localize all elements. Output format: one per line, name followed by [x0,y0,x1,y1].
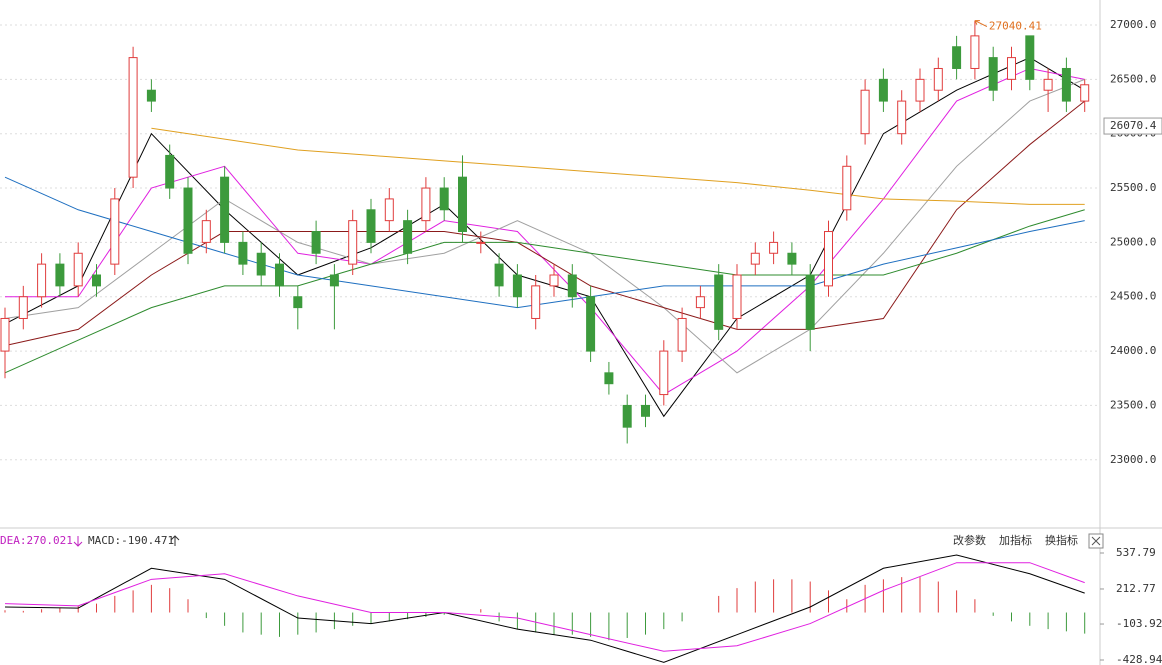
candle-body [897,100,907,135]
candle-body [183,187,193,254]
candle-body [512,274,522,298]
candle-body [586,296,596,352]
candle-body [878,78,888,102]
y-tick-label: 25500.0 [1110,181,1156,194]
candle-body [787,252,797,265]
candle-body [1025,35,1035,80]
button[interactable]: 加指标 [999,533,1032,547]
candle-body [366,209,376,243]
candle-body [732,274,742,319]
candle-body [146,89,156,102]
candle-body [604,372,614,385]
candle-body [622,404,632,428]
last-price-label: 26070.4 [1110,119,1157,132]
candle-body [1007,57,1016,80]
y-tick-label: 24500.0 [1110,290,1156,303]
candle-body [55,263,65,287]
y-tick-label: 23000.0 [1110,453,1156,466]
ma-line [4,78,1085,374]
button[interactable]: 换指标 [1045,533,1078,547]
candle-body [348,220,358,265]
candle-body [110,198,120,265]
candle-body [220,176,230,243]
candle-body [1080,84,1090,102]
down-arrow-icon [73,536,83,547]
candle-body [37,263,47,298]
candle-body [531,285,541,319]
candle-body [73,252,83,287]
y-tick-label: 25000.0 [1110,235,1156,248]
candle-body [128,57,138,178]
candle-body [842,165,852,211]
candle-body [805,274,815,330]
candle-body [933,67,943,91]
candle-body [1043,78,1053,91]
dea-label: DEA:270.021 [0,534,73,547]
candle-body [970,35,980,69]
ma-line [4,57,1085,418]
button[interactable]: 改参数 [953,533,986,547]
dea-line [4,562,1085,652]
candle-body [641,404,650,417]
y-tick-label: 537.79 [1116,546,1156,559]
ma-line [4,209,1085,374]
y-tick-label: 27000.0 [1110,18,1156,31]
candle-body [92,274,101,287]
candle-body [0,317,10,352]
up-arrow-icon [170,535,180,546]
candle-body [860,89,870,135]
candle-body [494,263,504,287]
candle-body [659,350,669,396]
candle-body [549,274,559,287]
ma-line [5,67,1085,396]
candle-body [988,57,998,91]
candle-body [824,231,833,287]
ma-line [4,100,1086,347]
candle-body [476,241,486,244]
candle-body [952,46,962,69]
macd-label: MACD:-190.471 [88,534,174,547]
candle-body [329,274,339,287]
max-label: 27040.41 [989,20,1042,33]
candle-body [769,241,779,254]
y-tick-label: 24000.0 [1110,344,1156,357]
candle-body [458,176,467,233]
close-button[interactable] [1088,533,1104,549]
y-tick-label: -428.94 [1116,653,1162,665]
candle-body [238,241,248,265]
candle-body [695,296,705,309]
candle-body [256,252,266,276]
candle-body [201,220,211,243]
candle-body [677,317,687,352]
candle-body [1061,67,1071,102]
candle-body [18,296,28,319]
y-tick-label: -103.92 [1116,617,1162,630]
candle-body [421,187,431,222]
last-price-box [1103,117,1162,135]
candle-body [915,78,925,102]
candle-body [293,296,303,309]
y-tick-label: 26500.0 [1110,72,1156,85]
max-arrow [974,20,988,28]
ma-line [151,127,1085,205]
y-tick-label: 23500.0 [1110,398,1156,411]
candle-body [275,263,284,287]
candle-body [165,154,175,189]
candle-body [311,231,321,254]
y-tick-label: 212.77 [1116,582,1156,595]
candle-body [750,252,760,265]
candle-body [384,198,394,222]
dif-line [4,554,1085,663]
candle-body [403,220,413,254]
candle-body [714,274,724,330]
candle-body [439,187,449,211]
candle-body [567,274,577,298]
